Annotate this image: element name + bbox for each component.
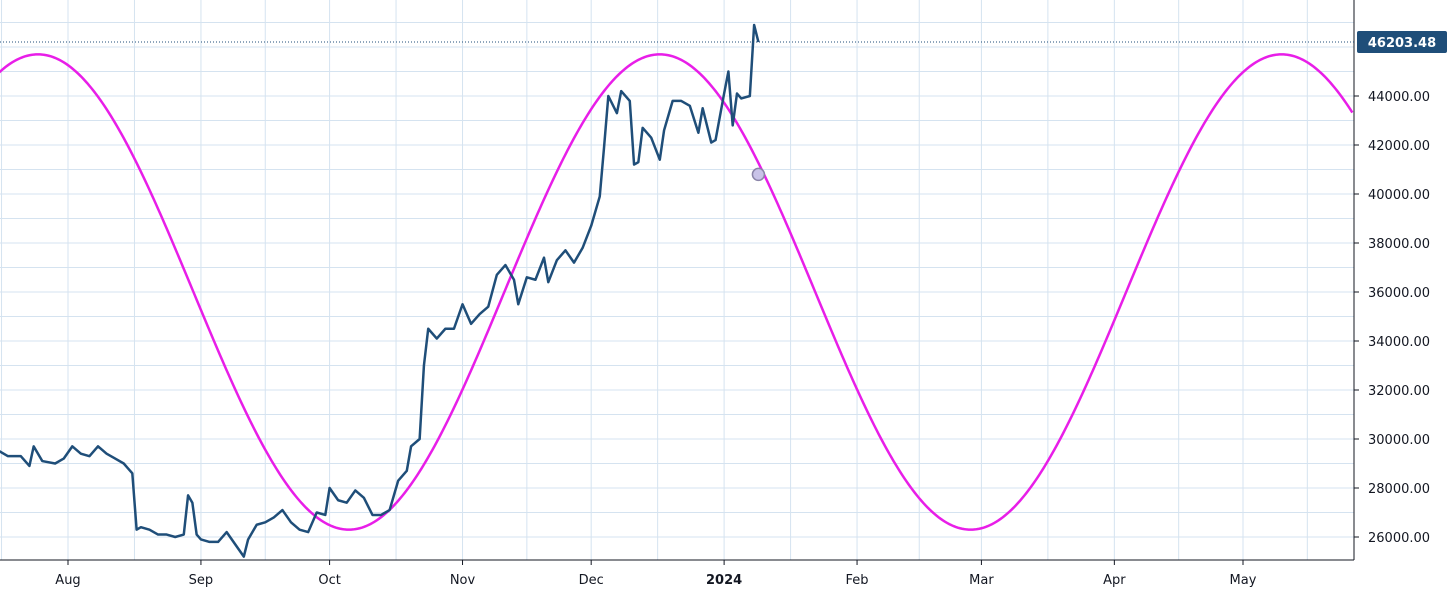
x-tick-label: May [1230, 573, 1257, 588]
price-series-line [0, 23, 760, 558]
cycle-marker [751, 167, 766, 182]
y-tick-label: 40000.00 [1368, 188, 1430, 203]
x-tick-label: Apr [1103, 573, 1126, 588]
y-tick-label: 42000.00 [1368, 139, 1430, 154]
series-layer [0, 23, 1354, 558]
last-price-tag: 46203.48 [1357, 31, 1447, 54]
cycle-series-line [0, 53, 1354, 531]
x-tick-label: Oct [318, 573, 340, 588]
x-tick-label: Aug [55, 573, 80, 588]
x-tick-label: 2024 [706, 573, 742, 588]
y-tick-label: 36000.00 [1368, 286, 1430, 301]
y-tick-label: 34000.00 [1368, 335, 1430, 350]
x-tick-label: Sep [189, 573, 214, 588]
x-tick-label: Feb [846, 573, 869, 588]
x-tick-label: Dec [579, 573, 604, 588]
y-tick-label: 32000.00 [1368, 384, 1430, 399]
last-price-tag-label: 46203.48 [1368, 36, 1436, 51]
axes [0, 0, 1359, 565]
y-tick-label: 30000.00 [1368, 433, 1430, 448]
x-tick-label: Mar [969, 573, 994, 588]
y-tick-label: 26000.00 [1368, 531, 1430, 546]
last-price-tag-bg [1357, 31, 1447, 54]
y-tick-label: 38000.00 [1368, 237, 1430, 252]
y-tick-label: 44000.00 [1368, 90, 1430, 105]
y-tick-label: 28000.00 [1368, 482, 1430, 497]
x-tick-label: Nov [450, 573, 476, 588]
labels: 26000.00 28000.00 30000.00 32000.00 34000.00… [55, 31, 1447, 588]
grid [0, 0, 1354, 560]
